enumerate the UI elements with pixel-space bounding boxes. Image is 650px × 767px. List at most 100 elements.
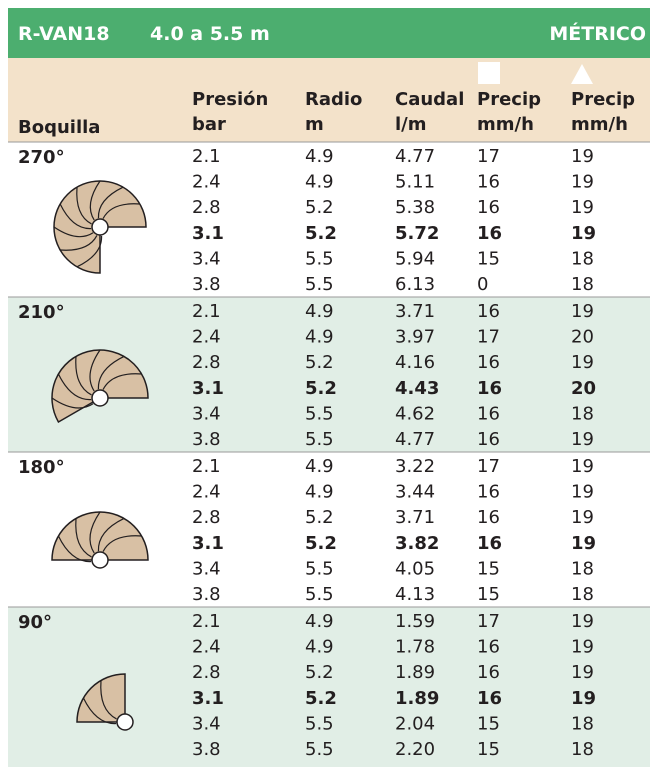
cell: 5.2 [305,507,334,528]
cell: 5.11 [395,172,435,193]
cell: 5.94 [395,248,435,269]
cell: 2.1 [192,611,221,632]
nozzle-stream [75,518,92,558]
nozzle-stream [82,697,117,725]
nozzle-stream [102,535,142,552]
nozzle-center [91,218,109,236]
column-header: Radio [305,89,362,110]
cell: 17 [477,327,500,348]
cell: 19 [571,637,594,658]
cell: 19 [571,197,594,218]
cell: 5.38 [395,197,435,218]
cell: 3.1 [192,688,224,709]
cell: 1.89 [395,662,435,683]
cell: 18 [571,558,594,579]
cell: 3.22 [395,456,435,477]
cell: 3.82 [395,533,439,554]
nozzle-stream [51,397,94,409]
nozzle-stream [97,186,124,219]
cell: 5.2 [305,378,337,399]
cell: 19 [571,223,596,244]
cell: 2.4 [192,637,221,658]
cell: 5.5 [305,558,334,579]
cell: 0 [477,274,488,295]
cell: 5.5 [305,403,334,424]
cell: 4.16 [395,352,435,373]
cell: 2.1 [192,456,221,477]
cell: 5.2 [305,662,334,683]
cell: 19 [571,146,594,167]
cell: 5.2 [305,352,334,373]
nozzle-stream [60,235,98,251]
column-header-band [8,58,650,142]
cell: 3.4 [192,248,221,269]
cell: 2.1 [192,146,221,167]
cell: 16 [477,378,502,399]
cell: 16 [477,507,500,528]
cell: 15 [477,739,500,760]
cell: 16 [477,172,500,193]
nozzle-center [116,713,134,731]
cell: 17 [477,456,500,477]
nozzle-stream [76,187,92,225]
arc-label: 90° [18,612,52,633]
arc-label: 270° [18,147,65,168]
cell: 4.43 [395,378,439,399]
nozzle-stream [89,349,101,392]
cell: 4.9 [305,611,334,632]
cell: 1.59 [395,611,435,632]
cell: 4.9 [305,456,334,477]
nozzle-stream [102,373,142,390]
cell: 15 [477,584,500,605]
nozzle-stream [59,203,92,230]
cell: 15 [477,248,500,269]
cell: 16 [477,403,500,424]
cell: 5.5 [305,584,334,605]
cell: 4.9 [305,172,334,193]
cell: 16 [477,301,500,322]
cell: 5.2 [305,688,337,709]
cell: 16 [477,197,500,218]
cell: 3.44 [395,482,435,503]
cell: 3.8 [192,739,221,760]
cell: 3.4 [192,558,221,579]
cell: 5.2 [305,197,334,218]
cell: 18 [571,403,594,424]
cell: 18 [571,248,594,269]
column-header: l/m [395,114,427,135]
nozzle-stream [97,355,125,390]
cell: 5.2 [305,223,337,244]
cell: 3.4 [192,713,221,734]
header-bar [8,8,650,58]
cell: 4.62 [395,403,435,424]
arc-label: 180° [18,457,65,478]
cell: 4.9 [305,327,334,348]
cell: 19 [571,429,594,450]
square-icon [478,62,500,84]
cell: 2.4 [192,327,221,348]
cell: 4.9 [305,637,334,658]
cell: 3.8 [192,584,221,605]
cell: 4.9 [305,482,334,503]
cell: 3.1 [192,533,224,554]
cell: 16 [477,688,502,709]
column-header: bar [192,114,226,135]
cell: 19 [571,352,594,373]
column-header: Presión [192,89,268,110]
nozzle-stream [53,226,94,238]
cell: 2.8 [192,197,221,218]
cell: 19 [571,301,594,322]
column-header: Caudal [395,89,464,110]
cell: 19 [571,533,596,554]
nozzle-center [91,551,109,569]
nozzle-stream [89,511,101,554]
cell: 2.4 [192,482,221,503]
nozzle-stream [76,235,103,268]
nozzle-stream [75,356,92,396]
cell: 19 [571,172,594,193]
cell: 19 [571,507,594,528]
cell: 4.13 [395,584,435,605]
cell: 3.8 [192,429,221,450]
cell: 5.5 [305,274,334,295]
